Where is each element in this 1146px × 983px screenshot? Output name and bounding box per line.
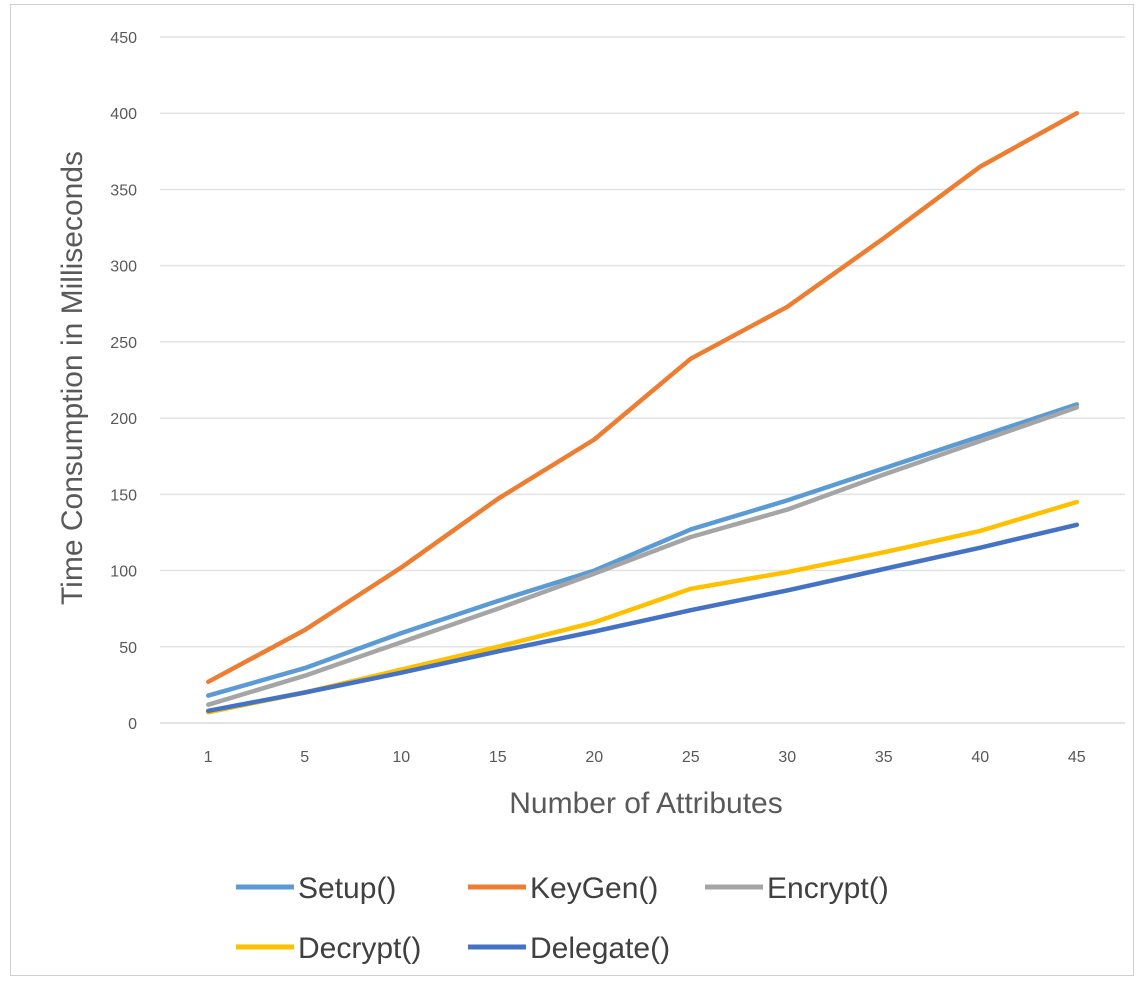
legend-label: Encrypt() [767, 872, 889, 905]
legend-item-setup: Setup() [236, 872, 396, 905]
legend-item-encrypt: Encrypt() [705, 872, 889, 905]
x-tick-label: 20 [585, 749, 603, 766]
series-line-encrypt [206, 405, 1080, 707]
series-lines [206, 110, 1080, 715]
legend-item-keygen: KeyGen() [468, 872, 658, 905]
series-line-setup [206, 402, 1080, 698]
gridlines [160, 36, 1125, 724]
x-tick-label: 40 [971, 749, 989, 766]
legend: Setup() KeyGen() Encrypt() Decrypt() Delegat… [236, 872, 889, 965]
y-axis-title: Time Consumption in Milliseconds [56, 151, 89, 605]
x-tick-label: 35 [875, 749, 893, 766]
x-tick-label: 1 [204, 749, 213, 766]
x-tick-label: 45 [1068, 749, 1086, 766]
series-line-delegate [206, 522, 1080, 714]
y-tick-label: 150 [110, 487, 137, 504]
y-tick-label: 450 [110, 30, 137, 47]
y-tick-label: 200 [110, 411, 137, 428]
legend-item-decrypt: Decrypt() [236, 932, 421, 965]
y-tick-label: 50 [119, 640, 137, 657]
series-line-keygen [206, 110, 1080, 685]
x-tick-label: 30 [778, 749, 796, 766]
legend-label: Delegate() [530, 932, 670, 965]
y-tick-label: 300 [110, 259, 137, 276]
y-tick-label: 250 [110, 335, 137, 352]
y-tick-label: 100 [110, 564, 137, 581]
y-tick-label: 0 [128, 716, 137, 733]
legend-label: Setup() [298, 872, 396, 905]
legend-label: Decrypt() [298, 932, 421, 965]
x-tick-label: 25 [682, 749, 700, 766]
y-tick-label: 350 [110, 182, 137, 199]
legend-label: KeyGen() [530, 872, 658, 905]
chart-frame [10, 4, 1134, 976]
x-tick-labels: 1 5 10 15 20 25 30 35 40 45 [204, 749, 1086, 766]
x-tick-label: 5 [300, 749, 309, 766]
x-axis-title: Number of Attributes [509, 787, 782, 820]
y-tick-labels: 0 50 100 150 200 250 300 350 400 450 [110, 30, 137, 733]
legend-item-delegate: Delegate() [468, 932, 670, 965]
y-tick-label: 400 [110, 106, 137, 123]
x-tick-label: 10 [392, 749, 410, 766]
x-tick-label: 15 [489, 749, 507, 766]
